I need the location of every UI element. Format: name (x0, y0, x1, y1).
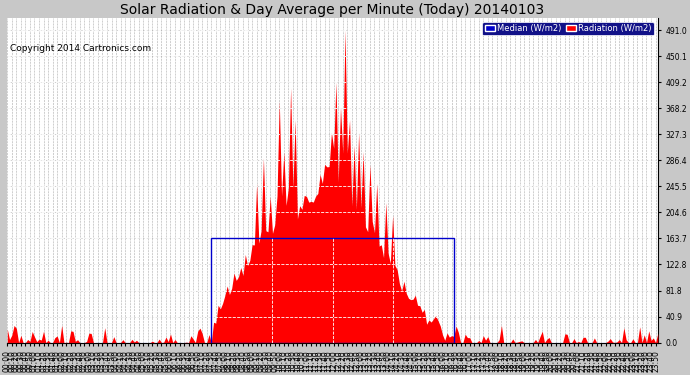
Bar (211, 238, 454, 343)
Text: Copyright 2014 Cartronics.com: Copyright 2014 Cartronics.com (10, 44, 152, 52)
Legend: Median (W/m2), Radiation (W/m2): Median (W/m2), Radiation (W/m2) (482, 22, 653, 35)
Title: Solar Radiation & Day Average per Minute (Today) 20140103: Solar Radiation & Day Average per Minute… (121, 3, 544, 17)
